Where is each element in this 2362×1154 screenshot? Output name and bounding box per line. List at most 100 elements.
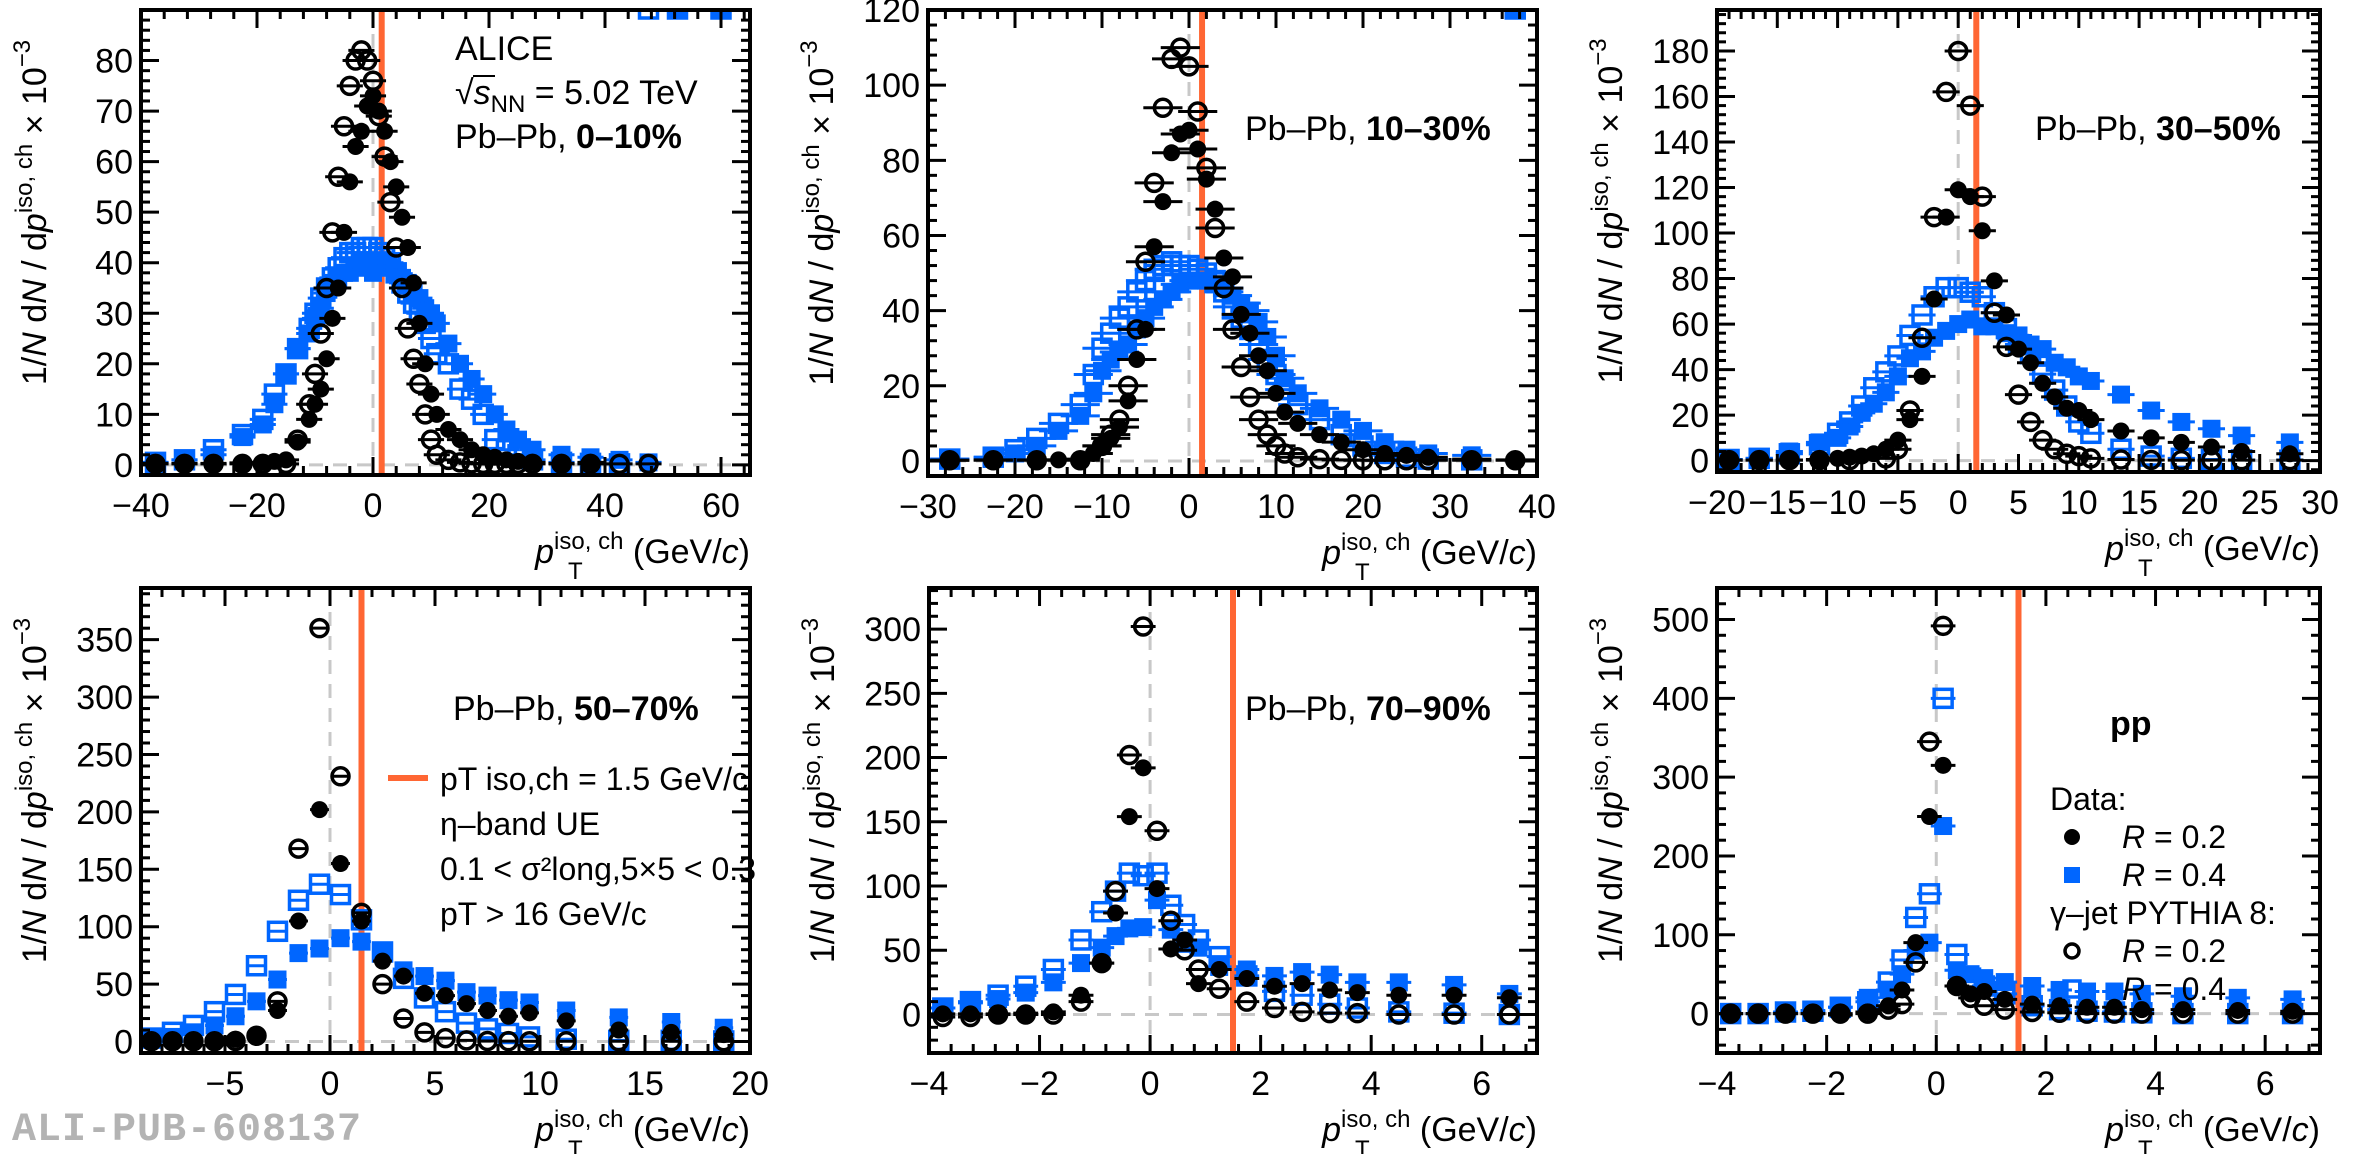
data-point: [436, 971, 455, 990]
data-point: [1238, 969, 1256, 987]
data-point: [416, 984, 433, 1002]
x-tick-label: −30: [899, 488, 957, 526]
data-point: [323, 309, 341, 327]
data-point: [225, 1030, 246, 1052]
x-tick-label: 0: [1180, 488, 1199, 526]
data-point: [1215, 249, 1233, 267]
data-point: [2046, 388, 2064, 406]
data-point: [1146, 820, 1168, 842]
y-tick-label: 300: [76, 679, 133, 717]
data-point: [1128, 351, 1146, 368]
x-tick-label: 20: [2180, 484, 2218, 522]
x-axis-label-subscript: T: [2138, 1136, 2153, 1154]
data-point: [479, 1002, 496, 1020]
data-point: [203, 453, 224, 475]
data-point: [1925, 290, 1943, 308]
data-point: [1119, 744, 1140, 766]
data-point: [1830, 1003, 1851, 1024]
x-tick-label: 15: [626, 1065, 664, 1103]
data-point: [308, 873, 331, 895]
plot-area: [141, 617, 735, 1052]
data-point: [1321, 981, 1339, 999]
data-point: [551, 453, 572, 475]
legend-text: 0.1 < σ²long,5×5 < 0.3: [440, 851, 756, 887]
data-point: [1120, 919, 1139, 938]
data-point: [987, 984, 1009, 1006]
data-point: [298, 393, 320, 415]
data-point: [1126, 319, 1148, 340]
data-point: [415, 967, 434, 986]
data-point: [1241, 324, 1259, 342]
x-tick-label: 4: [1362, 1065, 1381, 1103]
data-point: [2082, 411, 2100, 429]
data-point: [347, 137, 365, 155]
x-tick-label: −5: [1879, 484, 1918, 522]
y-tick-label: 100: [1652, 215, 1709, 253]
data-point: [1047, 412, 1070, 435]
data-point: [1904, 906, 1927, 929]
legend-text: η–band UE: [440, 806, 600, 842]
data-point: [268, 970, 287, 989]
data-point: [1891, 993, 1913, 1015]
data-point: [339, 75, 361, 97]
data-point: [2021, 1001, 2043, 1023]
data-point: [1293, 975, 1311, 993]
data-point: [608, 1031, 629, 1052]
data-point: [289, 944, 308, 963]
y-tick-label: 100: [863, 67, 920, 105]
data-point: [1390, 986, 1408, 1004]
x-tick-label: 10: [521, 1065, 559, 1103]
data-point: [1911, 304, 1933, 326]
data-point: [522, 453, 543, 475]
data-point: [2142, 401, 2161, 420]
data-point: [1143, 172, 1165, 194]
data-point: [669, 0, 686, 9]
x-tick-label: −10: [1809, 484, 1867, 522]
data-point: [472, 403, 494, 426]
data-point: [1274, 443, 1295, 464]
data-point: [460, 388, 483, 410]
data-point: [275, 453, 297, 475]
y-tick-label: 350: [76, 622, 133, 660]
data-point: [1084, 384, 1103, 403]
data-point: [1230, 356, 1252, 378]
data-point: [666, 10, 689, 20]
x-axis-label-subscript: T: [568, 1136, 583, 1154]
data-point: [1026, 449, 1047, 471]
panel-pp: −4 −2 0 2 4 6 0 100 200 300 400 500 piso, ch (GeV/c)…: [1585, 586, 2322, 1154]
data-point: [1959, 281, 1982, 303]
y-tick-label: 20: [1671, 397, 1709, 435]
axes-frame: [926, 8, 1539, 478]
data-point: [451, 431, 469, 449]
x-tick-label: 20: [1344, 488, 1382, 526]
x-tick-label: 40: [586, 487, 624, 525]
data-point: [1994, 999, 2016, 1020]
data-point: [372, 973, 393, 995]
axes-frame: [139, 586, 752, 1055]
data-point: [247, 992, 266, 1011]
y-tick-label: 60: [95, 144, 133, 182]
data-point: [1826, 422, 1849, 445]
x-axis-label: piso, ch (GeV/c): [2104, 1106, 2320, 1149]
data-point: [2056, 443, 2077, 465]
data-point: [1236, 991, 1258, 1012]
data-point: [1154, 193, 1172, 211]
data-point: [226, 1007, 245, 1026]
data-point: [1985, 272, 2003, 290]
data-point: [1160, 910, 1182, 931]
data-point: [1267, 384, 1285, 402]
data-point: [310, 323, 332, 344]
data-point: [1187, 101, 1208, 122]
y-axis-label: 1/N dN / dpiso, ch × 10−3: [796, 40, 841, 385]
y-tick-label: 0: [1690, 443, 1709, 481]
data-point: [1072, 954, 1090, 973]
data-point: [351, 902, 372, 924]
data-point: [1934, 756, 1952, 774]
x-axis-label: piso, ch (GeV/c): [1321, 1106, 1537, 1149]
data-point: [1163, 144, 1181, 162]
x-tick-label: −2: [1807, 1065, 1846, 1103]
data-point: [2112, 385, 2131, 404]
data-point: [609, 453, 630, 475]
data-point: [439, 421, 457, 439]
